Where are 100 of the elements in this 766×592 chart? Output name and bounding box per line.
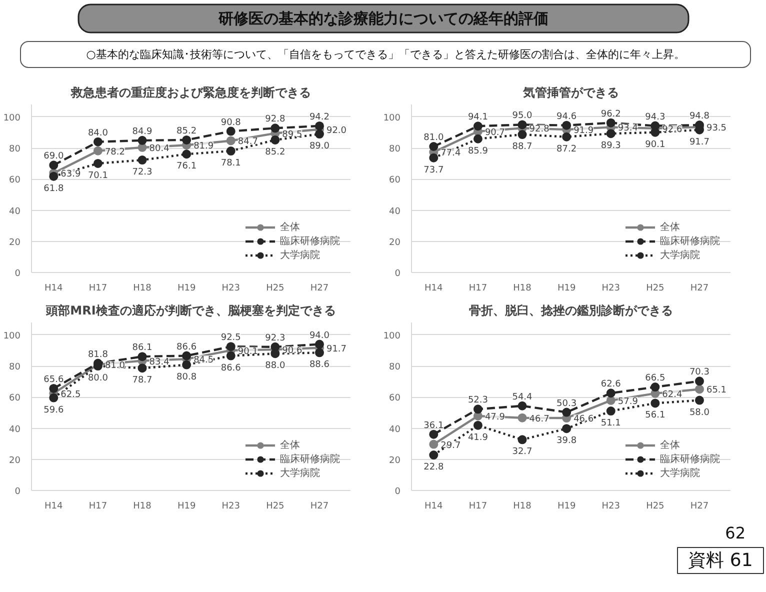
data-label: 90.1: [238, 346, 258, 357]
data-label: 81.8: [88, 350, 108, 360]
data-label: 80.4: [149, 144, 170, 154]
legend-label: 全体: [280, 221, 300, 234]
point: [606, 388, 616, 398]
data-label: 70.1: [88, 170, 108, 181]
point: [93, 137, 102, 146]
data-label: 86.1: [132, 343, 152, 354]
chart-title: 気管挿管ができる: [522, 86, 619, 100]
y-tick-label: 40: [389, 424, 401, 435]
x-tick-label: H25: [646, 284, 664, 294]
point: [314, 340, 324, 349]
data-label: 47.9: [484, 412, 506, 422]
data-label: 84.0: [88, 128, 108, 138]
data-label: 87.2: [556, 144, 577, 154]
data-label: 90.7: [484, 128, 506, 138]
point: [49, 160, 58, 170]
point: [606, 118, 616, 128]
x-tick-label: H27: [310, 502, 329, 512]
x-tick-label: H14: [44, 502, 64, 512]
point: [473, 134, 482, 144]
point: [49, 384, 58, 393]
data-label: 57.9: [618, 396, 638, 407]
data-label: 88.7: [512, 142, 532, 152]
x-tick-label: H19: [177, 284, 196, 294]
data-label: 89.5: [282, 130, 302, 140]
data-label: 46.6: [574, 414, 594, 425]
point: [473, 420, 482, 430]
data-label: 52.3: [468, 396, 488, 406]
data-label: 85.2: [176, 126, 197, 136]
point: [138, 136, 147, 145]
data-label: 73.7: [424, 165, 444, 176]
data-label: 63.9: [60, 170, 81, 180]
data-label: 50.3: [556, 398, 577, 409]
data-label: 92.0: [326, 126, 347, 136]
legend-label: 臨床研修病院: [280, 234, 340, 248]
point: [694, 396, 704, 405]
data-label: 93.5: [706, 124, 727, 134]
data-label: 86.6: [176, 342, 197, 352]
data-label: 51.1: [600, 418, 621, 429]
point: [694, 376, 704, 386]
data-label: 65.1: [706, 386, 727, 396]
y-tick-label: 80: [389, 362, 401, 373]
point: [429, 440, 438, 449]
y-tick-label: 60: [389, 394, 401, 404]
point: [606, 129, 616, 138]
legend-label: 大学病院: [280, 248, 320, 262]
point: [518, 413, 527, 422]
point: [562, 424, 572, 434]
data-label: 92.8: [529, 124, 550, 135]
data-label: 89.0: [309, 142, 330, 152]
point: [518, 401, 527, 410]
x-tick-label: H23: [602, 284, 620, 294]
y-tick-label: 60: [389, 176, 401, 186]
data-label: 59.6: [44, 405, 64, 416]
data-label: 88.6: [309, 360, 330, 370]
data-label: 81.0: [424, 133, 444, 143]
data-label: 91.7: [689, 137, 710, 148]
data-label: 91.9: [574, 126, 594, 136]
y-tick-label: 80: [9, 362, 21, 373]
point: [429, 142, 438, 151]
point: [429, 450, 438, 460]
text: 資料 61: [688, 550, 753, 571]
x-tick-label: H27: [690, 502, 709, 512]
data-label: 81.0: [104, 361, 126, 371]
point: [562, 120, 572, 130]
legend-label: 臨床研修病院: [660, 234, 720, 248]
y-tick-label: 100: [3, 113, 21, 124]
data-label: 90.8: [220, 118, 242, 128]
y-tick-label: 40: [9, 424, 21, 435]
legend-label: 全体: [280, 439, 300, 452]
data-label: 69.0: [44, 152, 64, 162]
data-label: 62.4: [662, 390, 682, 400]
point: [650, 382, 660, 392]
data-label: 66.5: [645, 374, 666, 384]
legend-label: 臨床研修病院: [660, 452, 720, 466]
x-tick-label: H19: [557, 284, 576, 294]
chart-title: 頭部MRI検査の適応が判断でき、脳梗塞を判定できる: [45, 304, 336, 318]
data-label: 96.2: [600, 109, 621, 120]
text: 62: [725, 524, 746, 542]
y-tick-label: 0: [394, 269, 401, 279]
x-tick-label: H23: [222, 284, 240, 294]
point: [650, 398, 660, 408]
data-label: 80.0: [88, 374, 108, 384]
data-label: 94.0: [309, 330, 330, 341]
data-label: 65.6: [44, 374, 64, 385]
x-tick-label: H17: [88, 502, 108, 512]
y-tick-label: 80: [389, 144, 401, 155]
point: [182, 360, 192, 370]
data-label: 86.6: [220, 363, 242, 374]
point: [562, 408, 572, 417]
data-label: 62.6: [600, 380, 622, 390]
x-tick-label: H25: [646, 502, 664, 512]
data-label: 92.3: [265, 333, 286, 344]
chart-title: 救急患者の重症度および緊急度を判断できる: [70, 86, 311, 100]
y-tick-label: 60: [9, 394, 21, 404]
point: [473, 404, 482, 414]
x-tick-label: H25: [266, 502, 284, 512]
data-label: 58.0: [689, 408, 710, 418]
data-label: 78.7: [132, 376, 152, 386]
